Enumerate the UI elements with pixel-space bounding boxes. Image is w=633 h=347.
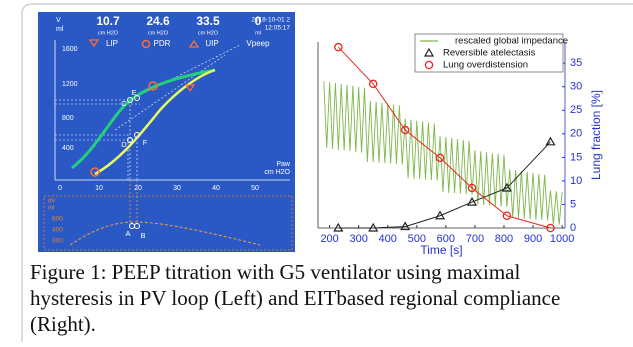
legend-label: rescaled global impedance bbox=[455, 36, 568, 47]
y2-tick-label: 15 bbox=[570, 151, 582, 163]
y-tick-label: 800 bbox=[62, 115, 74, 122]
figure: Vml 10.7 cm H2O LIP 24.6 cm H2O PDR 33.5 cm H2O U… bbox=[0, 0, 633, 342]
caption-line: Figure 1: PEEP titration with G5 ventila… bbox=[30, 260, 521, 284]
x-tick-label: 400 bbox=[379, 233, 397, 245]
y-tick-label: 400 bbox=[62, 145, 74, 152]
readout-value: 24.6 bbox=[146, 14, 170, 28]
y2-tick-label: 0 bbox=[570, 222, 576, 234]
date: 2018-10-01 2 bbox=[251, 17, 290, 24]
y-unit: ml bbox=[56, 26, 64, 33]
point-label: E bbox=[131, 88, 136, 97]
y2-tick-label: 35 bbox=[570, 57, 582, 69]
point-label: B bbox=[140, 231, 145, 240]
caption-line: hysteresis in PV loop (Left) and EITbase… bbox=[30, 286, 560, 310]
readout-unit: cm H2O bbox=[148, 30, 169, 36]
x-tick-label: 800 bbox=[495, 233, 513, 245]
lower-y-tick-label: 400 bbox=[52, 227, 63, 234]
x-tick-label: 40 bbox=[212, 185, 220, 192]
y2-tick-label: 20 bbox=[570, 128, 582, 140]
lower-y-unit: ml bbox=[48, 206, 54, 212]
lower-y-tick-label: 600 bbox=[52, 216, 63, 223]
y2-axis-label: Lung fraction [%] bbox=[589, 90, 603, 180]
x-label: Paw bbox=[276, 161, 291, 168]
readout-name: UIP bbox=[205, 39, 218, 48]
x-tick-label: 20 bbox=[134, 185, 142, 192]
x-tick-label: 10 bbox=[95, 185, 103, 192]
y2-tick-label: 30 bbox=[570, 81, 582, 93]
readout-value: 33.5 bbox=[196, 14, 220, 28]
y-label: V bbox=[56, 17, 61, 24]
x-tick-label: 300 bbox=[350, 233, 368, 245]
readout-name: LIP bbox=[106, 39, 118, 48]
caption: Figure 1: PEEP titration with G5 ventila… bbox=[30, 260, 560, 336]
x-tick-label: 30 bbox=[173, 185, 181, 192]
point-label: D bbox=[121, 140, 127, 149]
data-point bbox=[546, 138, 554, 145]
series-line bbox=[324, 81, 562, 225]
y2-tick-label: 25 bbox=[570, 104, 582, 116]
ventilator-screen: Vml 10.7 cm H2O LIP 24.6 cm H2O PDR 33.5 cm H2O U… bbox=[38, 12, 295, 252]
readout-name: Vpeep bbox=[246, 39, 270, 48]
x-tick-label: 1000 bbox=[550, 233, 574, 245]
readout-unit: ml bbox=[255, 30, 261, 36]
caption-line: (Right). bbox=[30, 312, 96, 336]
x-unit: cm H2O bbox=[264, 169, 290, 176]
y2-tick-label: 10 bbox=[570, 175, 582, 187]
legend-label: Reversible atelectasis bbox=[443, 48, 536, 59]
point-label: F bbox=[143, 138, 148, 147]
y2-tick-label: 5 bbox=[570, 198, 576, 210]
x-axis-label: Time [s] bbox=[420, 243, 462, 257]
page: {"left_panel": { "header": {"y_label": "… bbox=[0, 0, 633, 342]
x-tick-label: 900 bbox=[524, 233, 542, 245]
x-tick-label: 700 bbox=[466, 233, 484, 245]
time: 12:05:17 bbox=[265, 25, 291, 32]
readout-unit: cm H2O bbox=[98, 30, 119, 36]
legend-label: Lung overdistension bbox=[443, 60, 528, 71]
x-tick-label: 200 bbox=[320, 233, 338, 245]
lower-y-tick-label: 300 bbox=[52, 238, 63, 245]
y-tick-label: 1200 bbox=[62, 81, 78, 88]
y-tick-label: 1600 bbox=[62, 46, 78, 53]
point-label: C bbox=[121, 99, 127, 108]
readout-value: 10.7 bbox=[96, 14, 120, 28]
x-tick-label: 0 bbox=[58, 185, 62, 192]
readout-name: PDR bbox=[154, 39, 171, 48]
lower-y-label: dV bbox=[48, 199, 55, 205]
readout-unit: cm H2O bbox=[198, 30, 219, 36]
point-label: A bbox=[125, 229, 130, 238]
x-tick-label: 50 bbox=[251, 185, 259, 192]
series-line bbox=[338, 47, 550, 228]
